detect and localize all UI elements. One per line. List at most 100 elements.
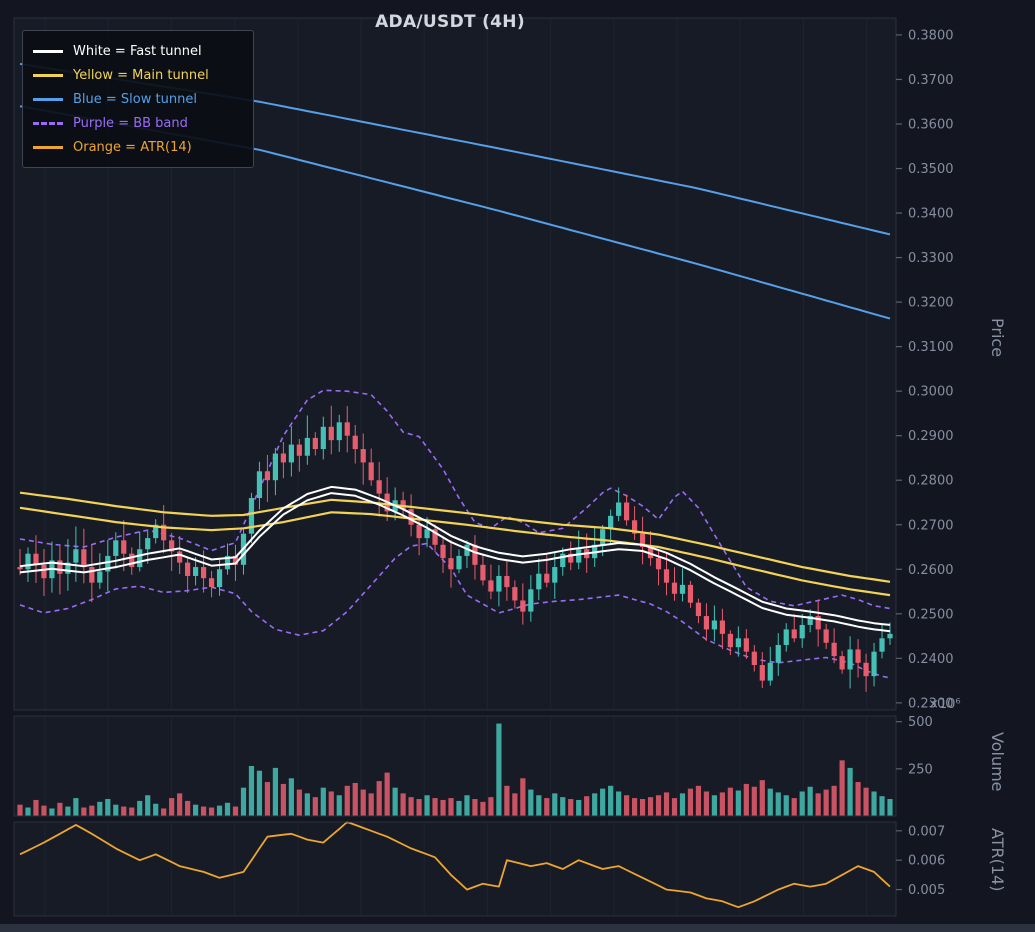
volume-bar [448, 798, 454, 816]
candle-body [663, 569, 670, 583]
candle-body [639, 533, 646, 548]
volume-bar [368, 793, 374, 816]
volume-bar [49, 808, 55, 816]
volume-bar [608, 785, 614, 816]
candle-body [687, 584, 694, 603]
volume-bar [624, 795, 630, 816]
volume-bar [512, 793, 518, 816]
candle-body [177, 551, 183, 563]
volume-bar [216, 805, 223, 816]
candle-body [560, 553, 566, 568]
legend-item-label: Blue = Slow tunnel [73, 91, 197, 107]
atr-line-icon [33, 145, 63, 149]
candle-body [208, 578, 215, 588]
volume-bar [33, 799, 39, 816]
volume-bar [416, 799, 422, 816]
price-tick-label: 0.3800 [908, 28, 954, 43]
volume-bar [568, 799, 574, 816]
candle-body [272, 453, 279, 481]
price-tick-label: 0.2300 [908, 696, 954, 711]
candle-body [783, 629, 789, 645]
volume-bar [528, 789, 534, 816]
volume-bar [137, 800, 143, 816]
candle-body [480, 564, 486, 581]
candle-body [759, 665, 765, 681]
volume-bar [424, 795, 430, 816]
candle-body [256, 471, 263, 499]
candle-body [464, 544, 470, 556]
candle-body [703, 616, 710, 630]
volume-bar [767, 788, 773, 816]
atr-tick-label: 0.005 [908, 883, 945, 898]
candle-body [121, 540, 127, 554]
candle-body [855, 649, 861, 663]
volume-bar [839, 760, 845, 816]
candle-body [727, 633, 733, 648]
candle-body [352, 435, 358, 450]
volume-bar [161, 808, 167, 816]
candle-body [432, 529, 438, 545]
candle-body [153, 524, 159, 539]
atr-tick-label: 0.006 [908, 854, 945, 869]
volume-bar [304, 793, 310, 816]
candle-body [791, 629, 797, 639]
volume-bar [320, 787, 326, 816]
candle-body [145, 538, 151, 550]
volume-bar [344, 785, 350, 816]
candle-body [608, 515, 614, 530]
volume-bar [272, 767, 279, 816]
candle-body [647, 547, 654, 559]
volume-bar [863, 787, 869, 816]
volume-bar [663, 792, 670, 816]
candle-body [336, 422, 342, 441]
candle-body [799, 624, 805, 639]
volume-axis-offset-label: ×10⁶ [928, 697, 961, 712]
volume-bar [488, 797, 494, 816]
volume-bar [248, 766, 255, 816]
legend-item: White = Fast tunnel [33, 39, 243, 63]
candle-body [280, 453, 286, 463]
candle-body [161, 524, 167, 541]
volume-bar [185, 800, 191, 816]
volume-bar [224, 802, 231, 816]
candle-body [232, 555, 239, 565]
volume-bar [671, 798, 678, 816]
volume-bar [791, 798, 797, 816]
candle-body [488, 580, 494, 592]
slow-tunnel-line-icon [33, 97, 63, 101]
volume-bar [432, 798, 438, 816]
volume-bar [17, 804, 23, 816]
volume-bar [200, 806, 207, 816]
volume-bar [456, 800, 462, 816]
price-tick-label: 0.3600 [908, 117, 954, 132]
price-tick-label: 0.3100 [908, 340, 954, 355]
volume-bar [480, 801, 486, 816]
volume-bar [871, 791, 877, 816]
volume-bar [145, 795, 151, 816]
volume-bar [336, 795, 342, 816]
volume-bar [695, 785, 702, 816]
volume-bar [296, 789, 302, 816]
volume-bar [256, 770, 263, 816]
volume-bar [240, 787, 247, 816]
candle-body [312, 437, 318, 450]
volume-bar [97, 801, 103, 816]
price-tick-label: 0.2900 [908, 429, 954, 444]
volume-bar [208, 807, 215, 816]
panel-spine [13, 17, 897, 711]
candle-body [655, 558, 662, 570]
volume-bar [879, 796, 885, 816]
price-tick-label: 0.2600 [908, 563, 954, 578]
price-tick-label: 0.3700 [908, 73, 954, 88]
candle-body [807, 616, 813, 625]
candle-body [81, 549, 87, 568]
volume-bar [65, 806, 71, 816]
candle-body [456, 555, 462, 570]
candle-body [320, 426, 326, 450]
candle-body [97, 571, 103, 583]
price-tick-label: 0.2800 [908, 474, 954, 489]
volume-bar [376, 781, 382, 816]
volume-bar [129, 807, 135, 816]
candle-body [416, 524, 422, 539]
main-tunnel-upper-line [19, 491, 891, 583]
